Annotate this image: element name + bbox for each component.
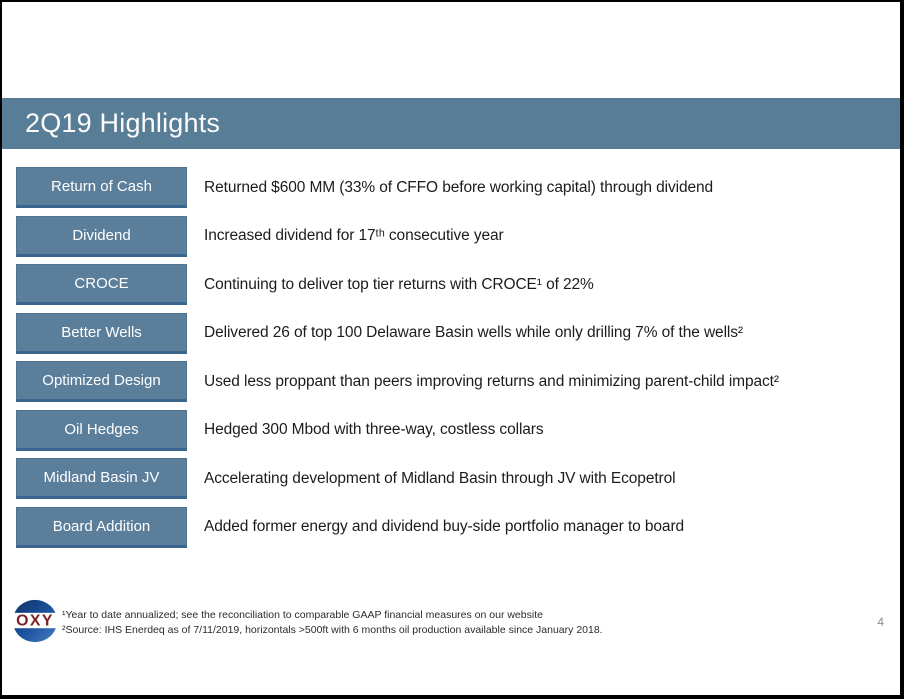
footnotes: ¹Year to date annualized; see the reconc…	[62, 608, 603, 638]
list-item: Better Wells Delivered 26 of top 100 Del…	[16, 312, 890, 354]
list-item: Board Addition Added former energy and d…	[16, 506, 890, 548]
svg-text:OXY: OXY	[16, 612, 54, 629]
highlight-label-midland-basin-jv: Midland Basin JV	[16, 458, 187, 499]
highlight-label-better-wells: Better Wells	[16, 312, 187, 354]
highlight-text: Accelerating development of Midland Basi…	[204, 469, 676, 487]
highlight-label-oil-hedges: Oil Hedges	[16, 409, 187, 451]
page-number: 4	[877, 615, 884, 629]
highlight-text: Delivered 26 of top 100 Delaware Basin w…	[204, 324, 743, 341]
list-item: Oil Hedges Hedged 300 Mbod with three-wa…	[16, 409, 890, 451]
highlight-text: Returned $600 MM (33% of CFFO before wor…	[204, 178, 714, 196]
highlight-label-return-of-cash: Return of Cash	[16, 167, 187, 208]
highlight-text: Increased dividend for 17ᵗʰ consecutive …	[204, 227, 504, 244]
list-item: Dividend Increased dividend for 17ᵗʰ con…	[16, 215, 890, 257]
highlight-label-croce: CROCE	[16, 264, 187, 305]
slide-footer: OXY ¹Year to date annualized; see the re…	[2, 595, 900, 695]
footnote-1: ¹Year to date annualized; see the reconc…	[62, 609, 543, 621]
page-title: 2Q19 Highlights	[25, 108, 221, 138]
oxy-logo-icon: OXY	[10, 599, 60, 643]
highlight-text: Used less proppant than peers improving …	[204, 372, 779, 390]
list-item: CROCE Continuing to deliver top tier ret…	[16, 264, 890, 305]
highlight-label-board-addition: Board Addition	[16, 506, 187, 548]
highlight-text: Continuing to deliver top tier returns w…	[204, 275, 594, 293]
list-item: Return of Cash Returned $600 MM (33% of …	[16, 167, 890, 208]
highlight-text: Added former energy and dividend buy-sid…	[204, 518, 685, 535]
highlight-label-optimized-design: Optimized Design	[16, 361, 187, 402]
highlight-label-dividend: Dividend	[16, 215, 187, 257]
list-item: Optimized Design Used less proppant than…	[16, 361, 890, 402]
highlight-text: Hedged 300 Mbod with three-way, costless…	[204, 421, 544, 438]
slide-title-bar: 2Q19 Highlights	[2, 98, 900, 149]
list-item: Midland Basin JV Accelerating developmen…	[16, 458, 890, 499]
highlights-list: Return of Cash Returned $600 MM (33% of …	[16, 167, 890, 548]
footnote-2: ²Source: IHS Enerdeq as of 7/11/2019, ho…	[62, 624, 603, 636]
